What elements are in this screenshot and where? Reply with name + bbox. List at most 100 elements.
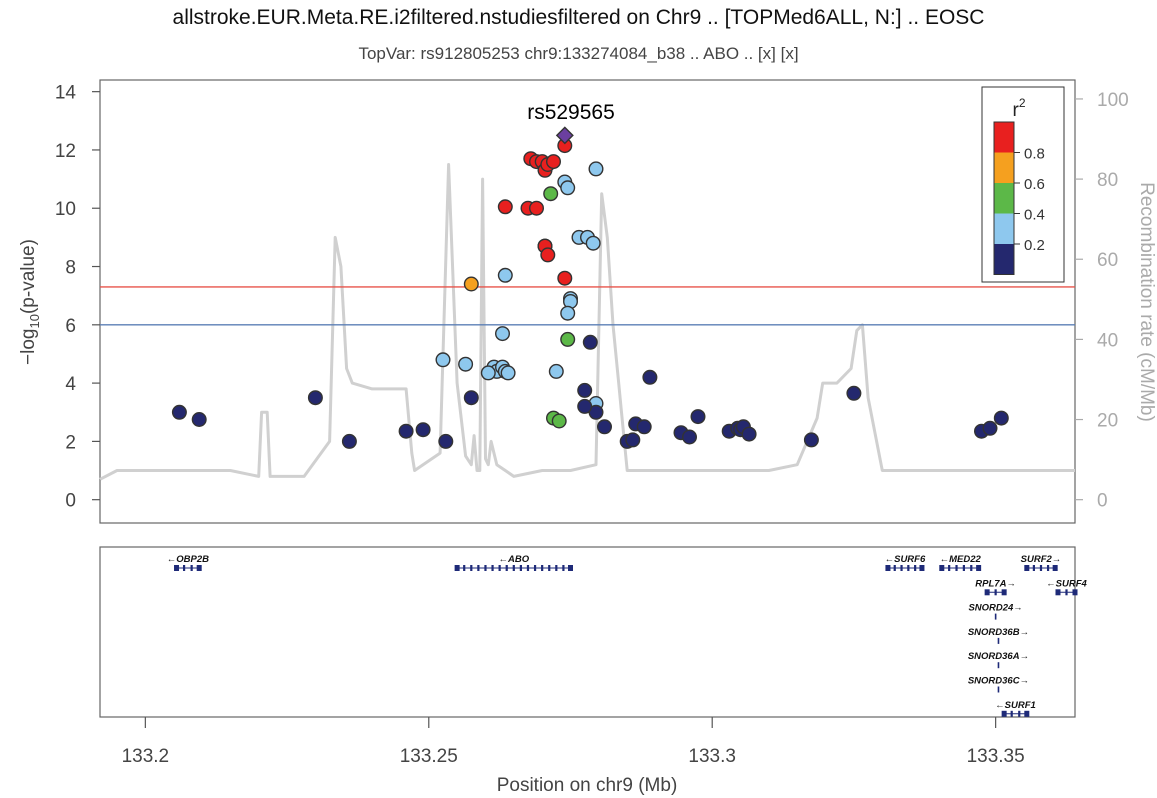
gene-exon — [1018, 710, 1021, 717]
gene-exon — [948, 565, 951, 571]
snp-point-lightblue[interactable] — [458, 356, 474, 372]
snp-point-lightblue[interactable] — [435, 352, 451, 368]
snp-point-navy[interactable] — [597, 419, 613, 435]
snp-point-red[interactable] — [557, 270, 573, 286]
gene-label: SURF2→ — [1021, 554, 1062, 565]
snp-point-navy[interactable] — [625, 432, 641, 448]
snp-point-navy[interactable] — [438, 433, 454, 449]
gene-snord24[interactable]: SNORD24→ — [968, 603, 1023, 620]
gene-label: RPL7A→ — [975, 578, 1016, 589]
snp-point-navy[interactable] — [171, 404, 187, 420]
snp-point-red[interactable] — [497, 199, 513, 215]
snp-point-green[interactable] — [543, 186, 559, 202]
snp-point-navy[interactable] — [341, 433, 357, 449]
gene-label: ←MED22 — [940, 554, 982, 565]
gene-label: SNORD24→ — [968, 603, 1022, 614]
snp-point-navy[interactable] — [191, 412, 207, 428]
snp-point-red[interactable] — [540, 247, 556, 263]
snp-point-navy[interactable] — [642, 369, 658, 385]
gene-exon — [900, 565, 903, 571]
gene-exon — [1024, 565, 1030, 571]
y2-axis-label: Recombination rate (cM/Mb) — [1136, 182, 1157, 422]
gene-abo[interactable]: ←ABO — [454, 554, 573, 571]
gene-exon — [1055, 589, 1061, 596]
snp-point-lightblue[interactable] — [480, 365, 496, 381]
snp-point-navy[interactable] — [398, 423, 414, 439]
gene-exon — [1032, 565, 1036, 571]
legend-color-swatch — [994, 122, 1014, 153]
gene-surf2[interactable]: SURF2→ — [1021, 554, 1062, 571]
gene-exon — [484, 565, 487, 571]
snp-point-green[interactable] — [551, 413, 567, 429]
gene-exon — [907, 565, 910, 571]
y-tick-label: 2 — [65, 432, 76, 453]
gene-exon — [1072, 589, 1078, 596]
y-axis-label: −log10(p-value) — [18, 239, 42, 365]
gene-exon — [997, 637, 1000, 644]
snp-point-navy[interactable] — [636, 419, 652, 435]
snp-point-navy[interactable] — [582, 334, 598, 350]
legend-color-swatch — [994, 183, 1014, 214]
snp-point-navy[interactable] — [741, 426, 757, 442]
gene-exon — [1046, 565, 1050, 571]
gene-surf6[interactable]: ←SURF6 — [885, 554, 926, 571]
snp-point-navy[interactable] — [415, 422, 431, 438]
recombination-rate-line — [99, 163, 1075, 481]
snp-point-navy[interactable] — [682, 429, 698, 445]
gene-exon — [548, 565, 551, 571]
gene-exon — [1039, 565, 1043, 571]
snp-point-navy[interactable] — [982, 420, 998, 436]
x-tick-label: 133.35 — [967, 746, 1025, 767]
snp-point-lightblue[interactable] — [585, 235, 601, 251]
snp-point-navy[interactable] — [993, 410, 1009, 426]
gene-exon — [541, 565, 544, 571]
snp-point-orange[interactable] — [463, 276, 479, 292]
gene-exon — [893, 565, 896, 571]
snp-point-red[interactable] — [529, 200, 545, 216]
gene-exon — [512, 565, 515, 571]
gene-exon — [470, 565, 473, 571]
snp-point-navy[interactable] — [690, 409, 706, 425]
lead-snp-diamond[interactable] — [555, 126, 574, 145]
snp-point-lightblue[interactable] — [500, 365, 516, 381]
snp-point-lightblue[interactable] — [548, 363, 564, 379]
gene-rpl7a[interactable]: RPL7A→ — [975, 578, 1016, 596]
gene-surf1[interactable]: ←SURF1 — [995, 700, 1036, 717]
legend-tick-label: 0.6 — [1024, 176, 1045, 193]
x-tick-label: 133.3 — [688, 746, 736, 767]
snp-point-navy[interactable] — [463, 390, 479, 406]
snp-point-navy[interactable] — [577, 382, 593, 398]
gene-snord36c[interactable]: SNORD36C→ — [968, 676, 1029, 693]
snp-point-navy[interactable] — [803, 432, 819, 448]
snp-point-lightblue[interactable] — [560, 180, 576, 196]
gene-snord36b[interactable]: SNORD36B→ — [968, 627, 1029, 644]
gene-exon — [976, 565, 982, 571]
y2-tick-label: 60 — [1097, 250, 1118, 271]
snp-point-green[interactable] — [560, 331, 576, 347]
gene-med22[interactable]: ←MED22 — [939, 554, 982, 571]
snp-point-red[interactable] — [546, 154, 562, 170]
gene-label: SNORD36C→ — [968, 676, 1029, 687]
gene-exon — [1010, 710, 1013, 717]
gene-snord36a[interactable]: SNORD36A→ — [968, 651, 1029, 669]
gene-label: ←ABO — [498, 554, 529, 565]
gene-obp2b[interactable]: ←OBP2B — [167, 554, 209, 571]
gene-exon — [984, 589, 990, 596]
snp-point-navy[interactable] — [307, 390, 323, 406]
gene-surf4[interactable]: ←SURF4 — [1046, 578, 1088, 596]
snp-point-navy[interactable] — [846, 385, 862, 401]
snp-point-lightblue[interactable] — [497, 267, 513, 283]
snp-point-lightblue[interactable] — [588, 161, 604, 177]
gene-exon — [463, 565, 466, 571]
snp-point-lightblue[interactable] — [495, 326, 511, 342]
gene-exon — [454, 565, 460, 571]
snp-point-navy[interactable] — [577, 398, 593, 414]
gene-exon — [555, 565, 558, 571]
gene-exon — [994, 613, 997, 620]
gene-exon — [567, 565, 573, 571]
snp-point-lightblue[interactable] — [560, 305, 576, 321]
gene-exon — [519, 565, 522, 571]
gene-exon — [914, 565, 917, 571]
gene-exon — [955, 565, 958, 571]
